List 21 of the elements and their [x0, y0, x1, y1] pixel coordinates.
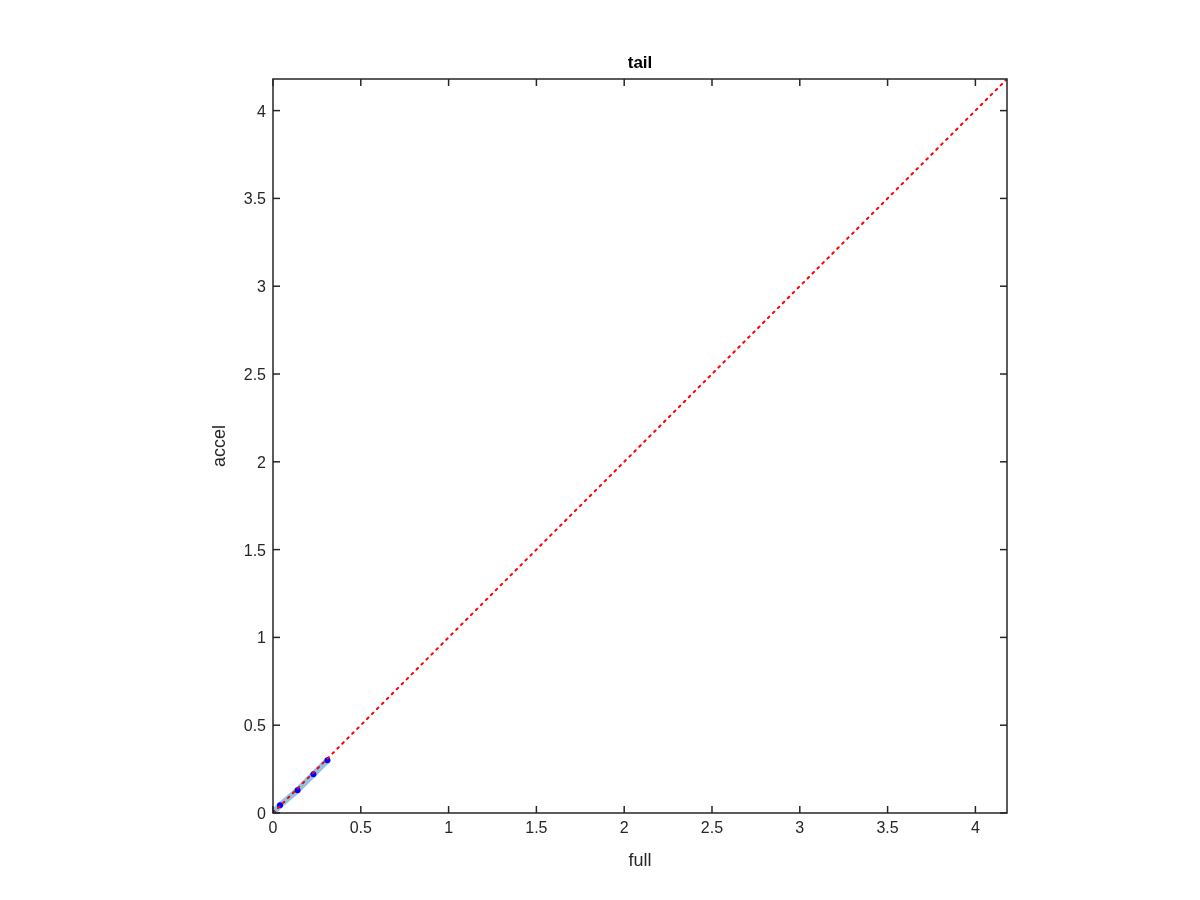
x-tick-label: 1	[444, 819, 454, 836]
y-tick-label: 1	[257, 629, 267, 647]
x-tick-label: 4	[970, 819, 980, 836]
y-tick-label: 4	[257, 102, 267, 120]
y-tick-label: 3	[257, 278, 267, 296]
x-axis-title: full	[628, 850, 652, 870]
y-tick-label: 2	[257, 453, 267, 471]
y-axis-title: accel	[209, 424, 229, 468]
x-tick-label: 2	[619, 819, 629, 836]
chart-title: tail	[627, 53, 653, 72]
x-tick-label: 2.5	[700, 819, 724, 836]
y-tick-label: 2.5	[243, 366, 267, 383]
y-tick-label: 1.5	[243, 541, 267, 559]
y-tick-label: 0	[257, 805, 267, 822]
x-tick-label: 3	[795, 819, 805, 836]
y-tick-label: 3.5	[243, 190, 267, 208]
x-tick-label: 1.5	[525, 819, 548, 836]
y-tick-label: 0.5	[243, 717, 267, 735]
x-tick-label: 0.5	[349, 819, 373, 836]
x-tick-label: 0	[268, 819, 278, 836]
x-tick-label: 3.5	[876, 819, 899, 836]
